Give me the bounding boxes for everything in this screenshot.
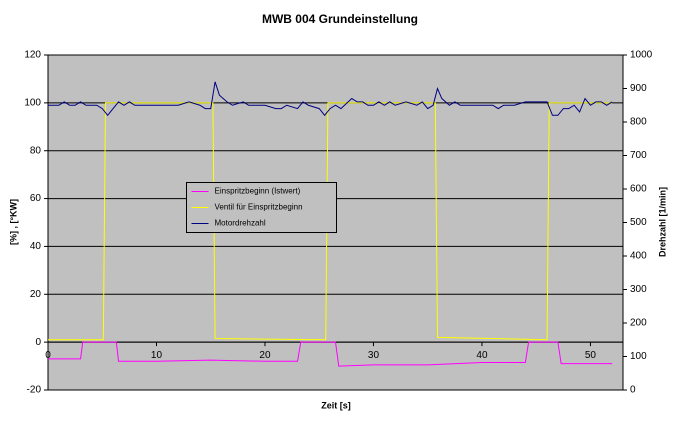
series-line xyxy=(48,81,613,117)
y2-tick-label: 200 xyxy=(630,318,647,329)
y-tick-label: 80 xyxy=(30,145,42,156)
legend-box xyxy=(186,182,337,233)
y2-tick-label: 800 xyxy=(630,117,647,128)
series-line xyxy=(48,341,613,367)
y2-tick-label: 900 xyxy=(630,83,647,94)
x-tick-label: 50 xyxy=(585,350,597,361)
x-tick-label: 30 xyxy=(368,350,380,361)
y2-tick-label: 100 xyxy=(630,351,647,362)
y2-tick-label: 600 xyxy=(630,184,647,195)
x-tick-label: 40 xyxy=(476,350,488,361)
y2-tick-label: 500 xyxy=(630,217,647,228)
y2-tick-label: 400 xyxy=(630,251,647,262)
y-tick-label: 20 xyxy=(30,289,42,300)
y-tick-label: 40 xyxy=(30,241,42,252)
y2-tick-label: 1000 xyxy=(630,50,653,61)
y2-tick-label: 300 xyxy=(630,284,647,295)
y2-tick-label: 0 xyxy=(630,385,636,396)
y-tick-label: 100 xyxy=(24,97,41,108)
x-tick-label: 20 xyxy=(259,350,271,361)
legend-label: Motordrehzahl xyxy=(215,219,266,228)
chart-title: MWB 004 Grundeinstellung xyxy=(262,12,418,26)
y2-tick-label: 700 xyxy=(630,150,647,161)
legend-label: Ventil für Einspritzbeginn xyxy=(215,203,303,212)
y-tick-label: 0 xyxy=(35,337,41,348)
y2-axis-label: Drehzahl [1/min] xyxy=(657,187,667,257)
y-tick-label: 120 xyxy=(24,50,41,61)
x-tick-label: 0 xyxy=(45,350,51,361)
y-tick-label: -20 xyxy=(27,385,42,396)
legend-label: Einspritzbeginn (Istwert) xyxy=(215,187,301,196)
y-tick-label: 60 xyxy=(30,193,42,204)
x-axis-label: Zeit [s] xyxy=(321,400,351,410)
y-axis-label: [%] , [°KW] xyxy=(8,199,18,245)
x-tick-label: 10 xyxy=(151,350,163,361)
